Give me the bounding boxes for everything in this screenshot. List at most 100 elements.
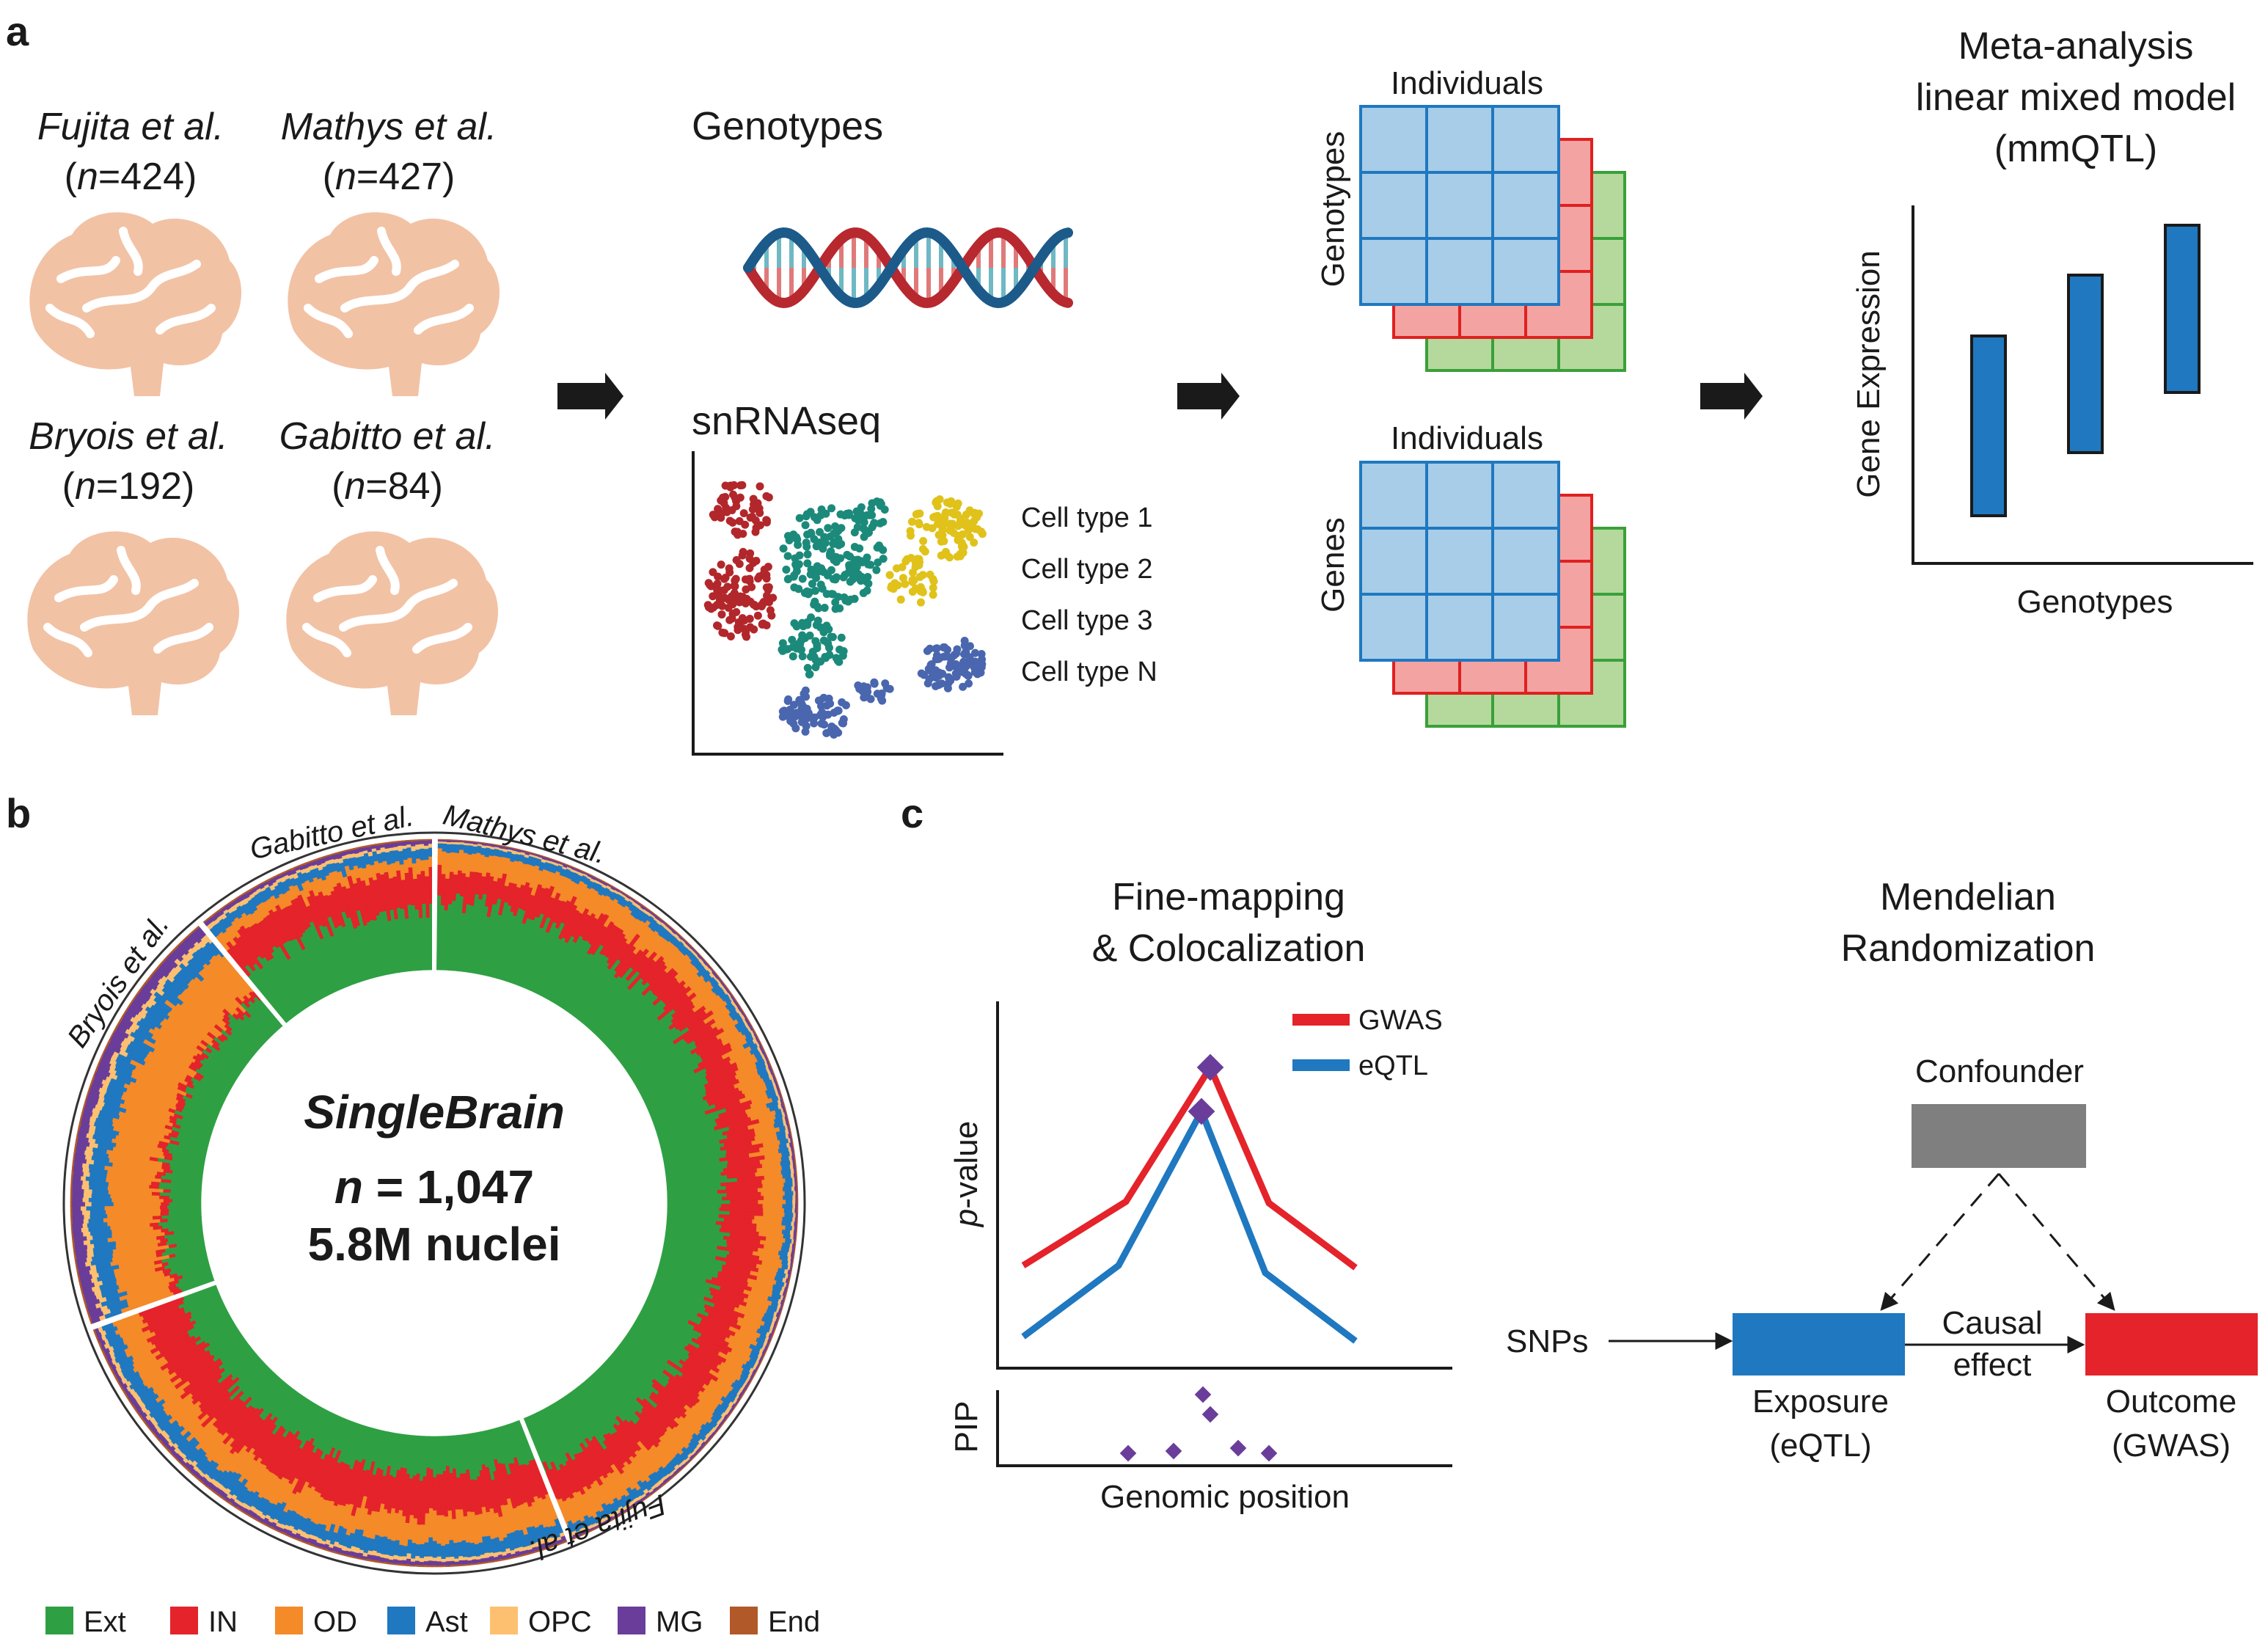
cell-dot xyxy=(898,563,907,571)
ring-slice xyxy=(797,1186,799,1191)
ring-slice xyxy=(81,1222,88,1228)
center-n: n = 1,047 xyxy=(334,1161,534,1213)
cell-dot xyxy=(844,569,853,577)
ring-slice xyxy=(159,1205,168,1210)
cell-dot xyxy=(863,692,871,701)
cell-dot xyxy=(728,518,737,527)
ring-slice xyxy=(387,1563,393,1566)
ring-slice xyxy=(424,848,429,861)
cell-dot xyxy=(756,482,764,491)
cell-dot xyxy=(717,509,725,518)
ring-slice xyxy=(784,1213,794,1218)
panel-b: b SingleBrain n = 1,047 5.8M nuclei Gabi… xyxy=(6,790,820,1638)
fm-axes xyxy=(996,1001,1452,1370)
meta-x-label: Genotypes xyxy=(2017,584,2173,620)
ring-slice xyxy=(763,1195,783,1201)
ring-slice xyxy=(414,840,420,845)
cell-dot xyxy=(820,720,829,729)
ring-slice xyxy=(783,1195,794,1201)
ring-slice xyxy=(71,1170,74,1176)
ring-slice xyxy=(792,1195,797,1201)
meta-axes xyxy=(1912,205,2253,565)
ring-slice xyxy=(83,1193,92,1198)
ring-slice xyxy=(791,1221,795,1227)
ring-slice xyxy=(436,1543,442,1557)
cell-dot xyxy=(762,518,771,527)
cell-dot xyxy=(782,565,791,574)
ring-slice xyxy=(415,844,420,850)
cell-dot xyxy=(826,699,835,708)
ring-slice xyxy=(91,1193,111,1199)
ring-slice xyxy=(401,840,407,842)
cell-dot xyxy=(908,568,917,577)
ring-outline xyxy=(62,831,806,1575)
ring-slice xyxy=(476,1562,482,1565)
study-n-fujita: (n=424) xyxy=(65,156,197,198)
cell-dot xyxy=(873,497,882,506)
cell-dot xyxy=(810,600,819,609)
ring-slice xyxy=(446,844,452,854)
cell-dot xyxy=(820,604,829,613)
cell-dot xyxy=(937,679,946,688)
cell-dot xyxy=(827,504,836,513)
ring-slice xyxy=(70,1197,73,1202)
cell-dot xyxy=(766,606,775,615)
study-n-bryois: (n=192) xyxy=(62,465,195,508)
ring-slice xyxy=(450,1564,456,1567)
cell-dot xyxy=(960,636,969,645)
ring-slice xyxy=(445,1543,450,1558)
ring-slice xyxy=(392,1563,398,1566)
ring-slice xyxy=(471,1559,478,1565)
ring-slice xyxy=(442,843,447,852)
cell-dot xyxy=(831,522,840,531)
ring-slice xyxy=(71,1232,73,1238)
ring-slice xyxy=(81,1210,90,1216)
ring-slice xyxy=(423,840,429,846)
cell-dot xyxy=(876,519,885,527)
ring-slice xyxy=(159,1211,169,1216)
cell-dot xyxy=(977,527,986,536)
cell-dot xyxy=(739,509,748,518)
ring-slice xyxy=(70,1228,73,1233)
legend-swatch-mg xyxy=(618,1607,645,1634)
ring-slice xyxy=(414,1564,420,1567)
cell-dot xyxy=(816,580,825,589)
cell-dot xyxy=(826,532,835,541)
ring-slice xyxy=(160,1202,169,1206)
cell-dot xyxy=(901,557,910,566)
ring-slice xyxy=(392,841,398,844)
cell-dot xyxy=(795,551,804,560)
cell-dot xyxy=(860,518,868,527)
ring-slice xyxy=(441,1562,446,1566)
ring-slice xyxy=(70,1210,73,1216)
genotype-matrix-stack xyxy=(1359,105,1626,372)
matrix-bottom-col-label: Individuals xyxy=(1391,420,1543,456)
ring-slice xyxy=(169,1202,202,1206)
cell-dot xyxy=(704,579,713,588)
ring-slice xyxy=(456,839,461,841)
eqtl-line xyxy=(1021,1103,1358,1344)
ring-slice xyxy=(795,1204,798,1210)
legend-label-mg: MG xyxy=(656,1606,703,1638)
outcome-label-line-1: Outcome xyxy=(2106,1384,2237,1420)
cell-dot xyxy=(970,538,978,547)
cell-dot xyxy=(709,511,717,519)
cell-dot xyxy=(753,611,762,620)
ring-slice xyxy=(82,1231,91,1237)
cell-dot xyxy=(879,555,888,563)
cell-dot xyxy=(908,576,917,585)
legend-swatch-ext xyxy=(45,1607,73,1634)
cell-dot xyxy=(838,698,846,706)
ring-slice xyxy=(70,1206,73,1211)
ring-slice xyxy=(463,1563,469,1566)
ring-slice xyxy=(428,1537,433,1557)
ring-slice xyxy=(383,1561,389,1565)
cell-dot xyxy=(885,684,894,693)
cell-dot xyxy=(734,530,742,539)
cell-dot xyxy=(838,651,847,660)
cell-dot xyxy=(916,598,925,607)
ring-slice xyxy=(397,841,403,847)
ring-slice xyxy=(450,844,456,853)
pip-marker xyxy=(1119,1444,1137,1462)
cell-dot xyxy=(736,481,745,490)
